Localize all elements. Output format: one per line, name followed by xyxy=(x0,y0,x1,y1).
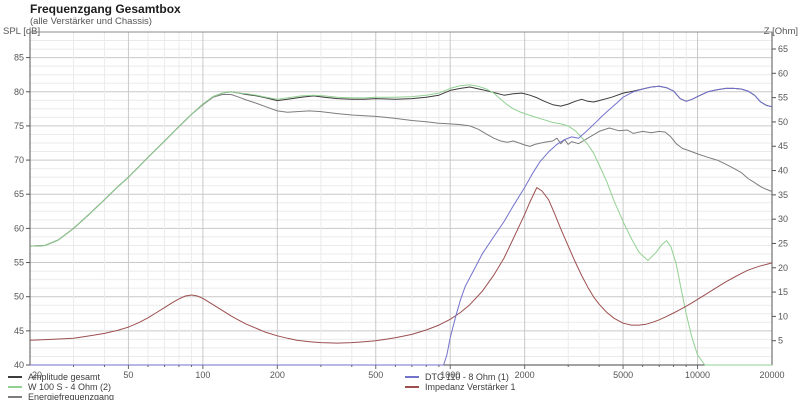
svg-text:85: 85 xyxy=(14,53,24,63)
svg-text:55: 55 xyxy=(778,93,788,103)
impedanz-line-swatch xyxy=(405,386,419,388)
svg-text:20: 20 xyxy=(32,370,42,380)
svg-text:25: 25 xyxy=(778,238,788,248)
svg-text:200: 200 xyxy=(270,370,285,380)
legend-label: DTC 110 - 8 Ohm (1) xyxy=(425,372,509,382)
chart-title: Frequenzgang Gesamtbox xyxy=(30,2,181,16)
legend-item-dtc: DTC 110 - 8 Ohm (1) xyxy=(405,372,516,382)
w100s-line-swatch xyxy=(8,386,22,388)
svg-text:65: 65 xyxy=(778,44,788,54)
svg-text:2000: 2000 xyxy=(515,370,535,380)
svg-text:70: 70 xyxy=(14,155,24,165)
svg-text:55: 55 xyxy=(14,258,24,268)
svg-text:5000: 5000 xyxy=(613,370,633,380)
svg-text:1000: 1000 xyxy=(440,370,460,380)
legend-label: Amplitude gesamt xyxy=(28,372,101,382)
legend-label: Energiefrequenzgang xyxy=(28,392,115,400)
svg-text:50: 50 xyxy=(123,370,133,380)
svg-text:100: 100 xyxy=(195,370,210,380)
svg-text:60: 60 xyxy=(778,68,788,78)
svg-text:20: 20 xyxy=(778,263,788,273)
svg-text:30: 30 xyxy=(778,214,788,224)
svg-text:500: 500 xyxy=(368,370,383,380)
legend-left: Amplitude gesamt W 100 S - 4 Ohm (2) Ene… xyxy=(8,372,114,400)
svg-text:65: 65 xyxy=(14,189,24,199)
energie-line-swatch xyxy=(8,396,22,398)
legend-item-impedanz: Impedanz Verstärker 1 xyxy=(405,382,516,392)
svg-text:20000: 20000 xyxy=(759,370,784,380)
legend-label: Impedanz Verstärker 1 xyxy=(425,382,516,392)
svg-text:50: 50 xyxy=(778,117,788,127)
svg-text:75: 75 xyxy=(14,121,24,131)
svg-text:15: 15 xyxy=(778,287,788,297)
svg-text:80: 80 xyxy=(14,87,24,97)
svg-text:10: 10 xyxy=(778,311,788,321)
amplitude-line-swatch xyxy=(8,376,22,378)
legend-item-w100s: W 100 S - 4 Ohm (2) xyxy=(8,382,114,392)
legend-item-amplitude: Amplitude gesamt xyxy=(8,372,114,382)
svg-text:5: 5 xyxy=(778,336,783,346)
svg-text:40: 40 xyxy=(14,360,24,370)
svg-text:35: 35 xyxy=(778,190,788,200)
svg-text:45: 45 xyxy=(778,141,788,151)
svg-text:50: 50 xyxy=(14,292,24,302)
dtc-line-swatch xyxy=(405,376,419,378)
svg-text:10000: 10000 xyxy=(685,370,710,380)
legend-label: W 100 S - 4 Ohm (2) xyxy=(28,382,112,392)
left-axis-label: SPL [dB] xyxy=(3,26,41,37)
legend-right: DTC 110 - 8 Ohm (1) Impedanz Verstärker … xyxy=(405,372,516,392)
chart-subtitle: (alle Verstärker und Chassis) xyxy=(30,16,152,27)
legend-item-energie: Energiefrequenzgang xyxy=(8,392,114,400)
svg-text:40: 40 xyxy=(778,166,788,176)
svg-text:45: 45 xyxy=(14,326,24,336)
svg-text:60: 60 xyxy=(14,223,24,233)
right-axis-label: Z [Ohm] xyxy=(763,26,798,37)
